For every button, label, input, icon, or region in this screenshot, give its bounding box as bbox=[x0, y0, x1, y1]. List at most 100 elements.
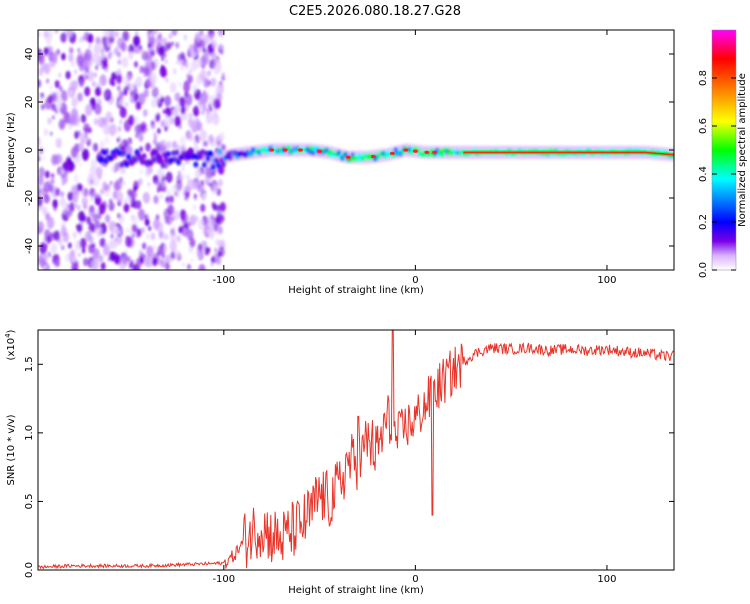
noise-blob bbox=[164, 262, 170, 270]
noise-blob bbox=[77, 92, 83, 102]
noise-blob bbox=[74, 130, 80, 140]
noise-blob bbox=[43, 30, 49, 39]
noise-blob bbox=[55, 137, 62, 147]
noise-blob bbox=[141, 242, 147, 250]
noise-blob bbox=[88, 44, 92, 49]
track-blob bbox=[98, 156, 104, 163]
noise-blob bbox=[84, 66, 90, 74]
noise-blob bbox=[143, 89, 149, 98]
noise-blob bbox=[141, 227, 145, 234]
noise-blob bbox=[172, 30, 177, 34]
noise-blob bbox=[80, 113, 87, 124]
noise-blob bbox=[162, 109, 166, 114]
noise-blob bbox=[203, 228, 210, 238]
noise-blob bbox=[209, 58, 216, 70]
snr-xlabel: Height of straight line (km) bbox=[288, 585, 424, 596]
noise-blob bbox=[218, 48, 222, 53]
track-blob bbox=[101, 149, 107, 156]
noise-blob bbox=[174, 191, 178, 197]
noise-blob bbox=[176, 144, 181, 151]
noise-blob bbox=[190, 258, 194, 263]
noise-blob bbox=[154, 135, 157, 140]
noise-blob bbox=[56, 260, 60, 267]
noise-blob bbox=[107, 30, 115, 38]
noise-blob bbox=[54, 30, 59, 34]
noise-blob bbox=[139, 65, 145, 74]
noise-blob bbox=[150, 232, 156, 241]
noise-blob bbox=[183, 185, 191, 197]
noise-blob bbox=[145, 79, 151, 88]
noise-blob bbox=[165, 77, 169, 83]
noise-blob bbox=[94, 86, 102, 97]
noise-blob bbox=[38, 79, 42, 88]
noise-blob bbox=[210, 215, 214, 220]
noise-blob bbox=[100, 261, 106, 270]
colorbar-tick-label: 0.2 bbox=[698, 214, 709, 230]
track-blob bbox=[174, 149, 180, 156]
track-peak bbox=[298, 148, 303, 152]
noise-blob bbox=[159, 193, 163, 199]
noise-blob bbox=[217, 178, 223, 187]
noise-blob bbox=[166, 41, 172, 50]
noise-blob bbox=[54, 187, 61, 197]
noise-blobs bbox=[38, 30, 226, 270]
noise-blob bbox=[96, 97, 101, 103]
noise-blob bbox=[104, 136, 110, 145]
noise-blob bbox=[207, 70, 211, 77]
noise-blob bbox=[104, 214, 111, 223]
noise-blob bbox=[135, 100, 142, 111]
noise-blob bbox=[47, 94, 53, 104]
noise-blob bbox=[128, 82, 134, 92]
noise-blob bbox=[208, 134, 214, 144]
noise-blob bbox=[49, 131, 53, 136]
noise-blob bbox=[164, 114, 170, 123]
noise-blob bbox=[76, 182, 82, 191]
noise-blob bbox=[214, 99, 221, 109]
noise-blob bbox=[218, 246, 225, 257]
noise-blob bbox=[132, 263, 140, 270]
noise-blob bbox=[182, 262, 185, 267]
noise-blob bbox=[63, 207, 67, 214]
noise-blob bbox=[130, 202, 134, 208]
noise-blob bbox=[183, 80, 191, 93]
noise-blob bbox=[52, 115, 55, 120]
track-blob bbox=[165, 150, 171, 157]
noise-blob bbox=[189, 71, 192, 76]
noise-blob bbox=[119, 106, 127, 119]
colorbar-tick-label: 0.4 bbox=[698, 166, 709, 182]
noise-blob bbox=[120, 253, 123, 258]
noise-blob bbox=[125, 145, 133, 158]
noise-blob bbox=[98, 116, 105, 128]
noise-blob bbox=[92, 81, 96, 87]
noise-blob bbox=[139, 121, 148, 134]
noise-blob bbox=[184, 62, 189, 69]
noise-blob bbox=[131, 223, 138, 233]
snr-frame bbox=[37, 329, 675, 571]
noise-blob bbox=[38, 226, 42, 235]
noise-blob bbox=[150, 49, 155, 57]
noise-blob bbox=[211, 40, 217, 49]
noise-blob bbox=[109, 198, 113, 205]
track-blob bbox=[126, 154, 132, 161]
noise-blob bbox=[142, 191, 151, 204]
noise-blob bbox=[67, 242, 72, 249]
noise-blob bbox=[61, 52, 66, 61]
track-peak bbox=[432, 150, 437, 154]
noise-blob bbox=[120, 42, 127, 52]
track-peak bbox=[269, 148, 275, 152]
noise-blob bbox=[206, 219, 215, 232]
noise-blob bbox=[210, 77, 217, 87]
noise-blob bbox=[95, 209, 99, 214]
noise-blob bbox=[164, 215, 171, 225]
noise-blob bbox=[197, 243, 203, 252]
noise-blob bbox=[170, 250, 176, 260]
noise-blob bbox=[71, 97, 78, 108]
noise-blob bbox=[133, 35, 141, 47]
noise-blob bbox=[155, 214, 160, 221]
noise-blob bbox=[118, 223, 122, 229]
noise-blob bbox=[216, 204, 221, 212]
noise-blob bbox=[137, 208, 146, 221]
track-blob bbox=[220, 161, 226, 168]
noise-blob bbox=[95, 65, 99, 70]
noise-blob bbox=[180, 173, 185, 181]
